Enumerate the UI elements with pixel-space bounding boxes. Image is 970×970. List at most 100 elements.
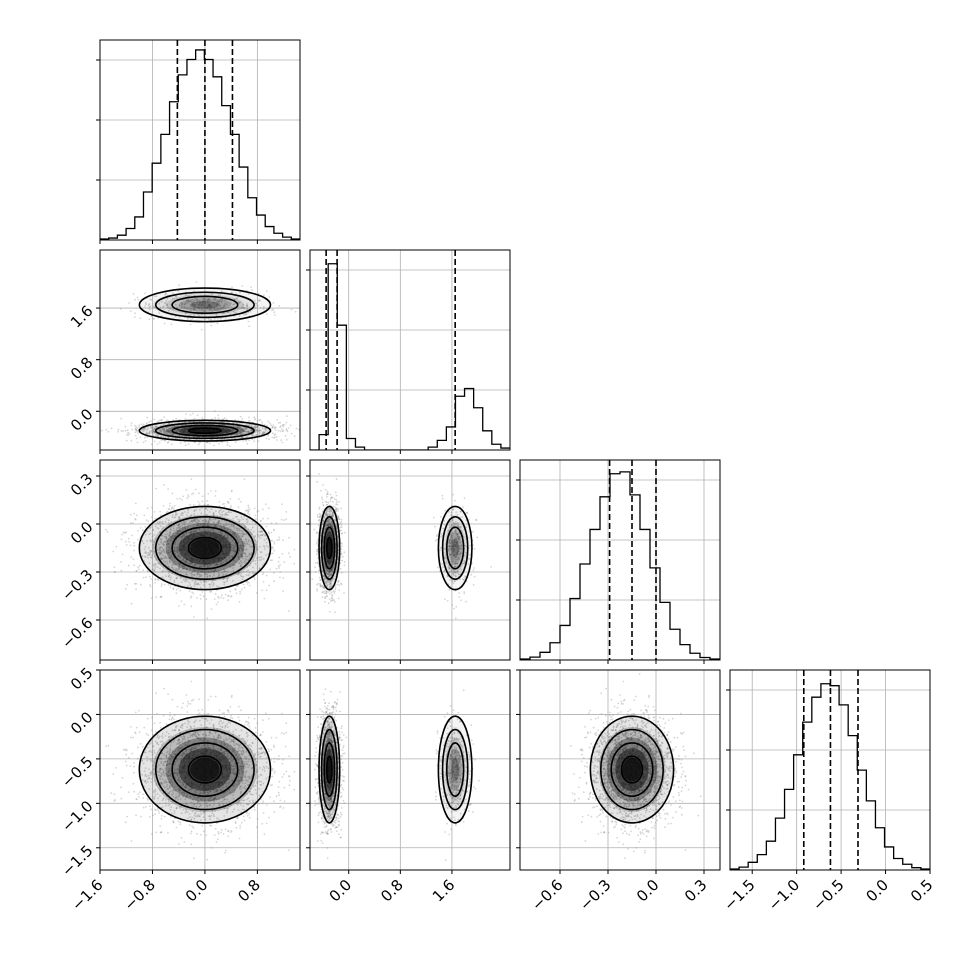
sample-point bbox=[190, 478, 193, 481]
sample-point bbox=[185, 579, 188, 582]
sample-point bbox=[184, 444, 187, 447]
sample-point bbox=[267, 517, 269, 520]
sample-point bbox=[203, 564, 206, 567]
sample-point bbox=[191, 591, 194, 594]
sample-point bbox=[203, 571, 206, 573]
scatter-panel-1-0 bbox=[96, 249, 301, 454]
sample-point bbox=[131, 428, 134, 431]
sample-point bbox=[164, 540, 167, 543]
sample-point bbox=[215, 537, 218, 539]
sample-point bbox=[234, 542, 236, 545]
sample-point bbox=[192, 535, 195, 538]
sample-point bbox=[183, 303, 186, 305]
sample-point bbox=[168, 508, 171, 510]
sample-point bbox=[161, 427, 164, 430]
sample-point bbox=[151, 538, 154, 541]
sample-point bbox=[221, 428, 224, 431]
sample-point bbox=[177, 553, 180, 555]
sample-point bbox=[259, 530, 262, 533]
sample-point bbox=[279, 571, 282, 573]
sample-point bbox=[190, 426, 193, 429]
sample-point bbox=[128, 541, 131, 543]
sample-point bbox=[465, 600, 467, 603]
sample-point bbox=[186, 535, 189, 538]
sample-point bbox=[203, 561, 206, 563]
sample-point bbox=[249, 531, 252, 533]
sample-point bbox=[224, 527, 227, 530]
sample-point bbox=[168, 543, 170, 545]
sample-point bbox=[224, 431, 226, 433]
sample-point bbox=[228, 546, 231, 549]
sample-point bbox=[265, 589, 268, 591]
sample-point bbox=[240, 538, 242, 540]
sample-point bbox=[162, 542, 165, 544]
sample-point bbox=[208, 442, 211, 445]
sample-point bbox=[168, 556, 171, 559]
sample-point bbox=[473, 575, 476, 578]
sample-point bbox=[188, 433, 191, 435]
sample-point bbox=[181, 544, 184, 547]
sample-point bbox=[223, 527, 226, 530]
sample-point bbox=[233, 524, 236, 527]
sample-point bbox=[185, 531, 188, 534]
sample-point bbox=[206, 564, 209, 567]
sample-point bbox=[152, 431, 155, 433]
sample-point bbox=[241, 588, 243, 591]
sample-point bbox=[206, 306, 208, 309]
sample-point bbox=[161, 558, 163, 560]
sample-point bbox=[232, 569, 235, 572]
sample-point bbox=[180, 600, 183, 603]
sample-point bbox=[152, 431, 154, 433]
sample-point bbox=[172, 433, 175, 435]
sample-point bbox=[180, 428, 182, 431]
sample-point bbox=[179, 430, 182, 433]
sample-point bbox=[188, 534, 191, 537]
sample-point bbox=[179, 497, 181, 500]
sample-point bbox=[201, 495, 204, 498]
sample-point bbox=[241, 555, 244, 558]
sample-point bbox=[239, 427, 242, 429]
sample-point bbox=[172, 426, 175, 428]
sample-point bbox=[229, 595, 232, 598]
sample-point bbox=[142, 430, 145, 433]
sample-point bbox=[192, 533, 195, 536]
sample-point bbox=[263, 294, 265, 297]
sample-point bbox=[221, 544, 224, 547]
sample-point bbox=[238, 571, 241, 574]
plot-area bbox=[100, 40, 300, 240]
sample-point bbox=[272, 424, 275, 427]
sample-point bbox=[179, 563, 181, 566]
sample-point bbox=[201, 303, 204, 306]
sample-point bbox=[225, 537, 228, 540]
sample-point bbox=[193, 530, 196, 533]
sample-point bbox=[223, 417, 226, 420]
sample-point bbox=[206, 441, 209, 444]
sample-point bbox=[223, 545, 226, 548]
sample-point bbox=[156, 548, 159, 551]
sample-point bbox=[212, 557, 215, 560]
sample-point bbox=[241, 578, 244, 580]
sample-point bbox=[241, 545, 244, 547]
sample-point bbox=[238, 571, 241, 573]
sample-point bbox=[174, 543, 176, 545]
sample-point bbox=[180, 424, 183, 427]
sample-point bbox=[285, 511, 288, 513]
sample-point bbox=[184, 537, 186, 540]
sample-point bbox=[158, 546, 161, 549]
sample-point bbox=[172, 434, 174, 436]
sample-point bbox=[148, 546, 150, 549]
sample-point bbox=[182, 545, 185, 547]
sample-point bbox=[179, 577, 182, 580]
sample-point bbox=[242, 549, 245, 551]
sample-point bbox=[198, 307, 201, 310]
sample-point bbox=[183, 306, 186, 308]
sample-point bbox=[202, 425, 205, 428]
sample-point bbox=[227, 428, 230, 430]
sample-point bbox=[233, 303, 236, 306]
panel-frame bbox=[99, 39, 301, 241]
sample-point bbox=[169, 427, 172, 430]
sample-point bbox=[282, 590, 284, 592]
sample-point bbox=[202, 519, 205, 522]
sample-point bbox=[165, 557, 167, 560]
sample-point bbox=[257, 440, 260, 443]
